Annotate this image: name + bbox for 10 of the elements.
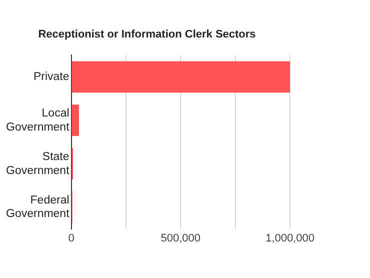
bar — [72, 104, 79, 136]
x-tick-label: 1,000,000 — [266, 232, 314, 244]
bar — [72, 61, 290, 93]
y-tick-label: State Government — [6, 150, 70, 177]
y-tick-label: Local Government — [6, 108, 70, 134]
x-tick-label: 0 — [68, 232, 74, 244]
x-tick-label: 500,000 — [160, 232, 201, 244]
chart-title: Receptionist or Information Clerk Sectors — [38, 28, 256, 41]
y-tick-label: Private — [33, 71, 70, 84]
y-tick-label: Federal Government — [6, 194, 70, 220]
